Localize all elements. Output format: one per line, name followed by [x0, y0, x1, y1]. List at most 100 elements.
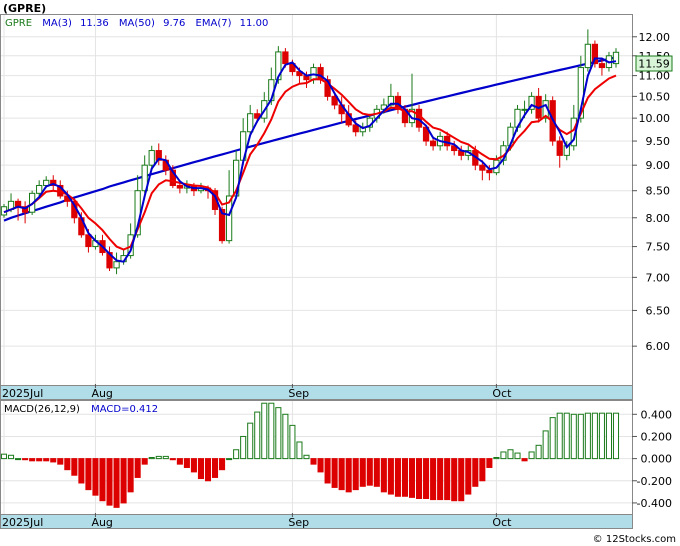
macd-bar [338, 458, 345, 491]
macd-bar [359, 458, 366, 487]
x-tick-label: Oct [492, 387, 512, 400]
price-y-tick-label: 8.50 [646, 185, 671, 198]
candle-body [218, 208, 226, 242]
x-tick-label: Sep [288, 516, 309, 529]
macd-bar [591, 412, 598, 460]
macd-bar [148, 457, 155, 460]
macd-bar [535, 444, 542, 460]
candle-body [528, 95, 535, 110]
macd-y-axis: 0.400 0.200 0.000 -0.200 -0.400 [632, 408, 672, 510]
candle [225, 170, 233, 244]
ma50-layer [3, 56, 617, 222]
candle [113, 252, 120, 275]
macd-bar [458, 458, 465, 502]
ema7-line [3, 74, 617, 251]
macd-bar [416, 458, 423, 499]
candle [591, 40, 599, 68]
macd-y-tick-label: 0.000 [641, 453, 673, 466]
macd-bar [71, 458, 78, 476]
macd-bar [169, 458, 176, 461]
macd-bar [36, 458, 43, 462]
macd-bar [0, 453, 8, 460]
macd-bar [345, 458, 352, 493]
ma-lines-layer [3, 57, 617, 263]
macd-bar [204, 458, 212, 482]
price-y-tick-label: 12.00 [639, 31, 671, 44]
macd-bar [261, 402, 268, 460]
macd-bar [394, 458, 401, 497]
macd-bar [500, 451, 507, 460]
candle [612, 48, 620, 68]
macd-bars-layer [0, 402, 620, 508]
price-y-tick-label: 7.50 [646, 241, 671, 254]
price-x-axis: 2025Jul Aug Sep Oct [2, 384, 512, 400]
macd-bar [92, 458, 99, 496]
macd-bar [472, 458, 479, 487]
x-tick-label: Aug [91, 387, 112, 400]
macd-bar [331, 458, 338, 488]
macd-bar [268, 402, 275, 460]
price-y-tick-label: 6.00 [646, 340, 671, 353]
macd-bar [99, 458, 106, 502]
macd-value-label: MACD=0.412 [91, 404, 158, 415]
macd-bar [15, 458, 22, 461]
candle-body [479, 164, 486, 171]
macd-bar [162, 455, 169, 460]
macd-bar [226, 458, 233, 461]
macd-bar [240, 435, 247, 460]
macd-bar [275, 407, 282, 460]
candle [36, 180, 43, 196]
macd-bar [197, 458, 204, 480]
price-y-tick-label: 6.50 [646, 304, 671, 317]
candle-body [141, 164, 148, 192]
macd-bar [310, 458, 317, 465]
candle-body [176, 184, 183, 189]
macd-x-axis-band [0, 514, 633, 529]
macd-bar [366, 458, 373, 486]
macd-bar [521, 458, 528, 462]
candle [148, 145, 155, 171]
price-y-tick-label: 11.00 [639, 70, 671, 83]
candle-body [85, 234, 92, 248]
macd-bar [408, 458, 416, 498]
candle [247, 104, 254, 137]
watermark: © 12Stocks.com [593, 534, 676, 545]
candle-body [429, 140, 437, 147]
macd-bar [430, 458, 437, 501]
candle-body [247, 113, 254, 133]
price-y-tick-label: 9.00 [646, 159, 671, 172]
candle [479, 160, 486, 181]
macd-bar [486, 458, 493, 468]
price-y-tick-label: 10.50 [639, 90, 671, 103]
macd-bar [190, 458, 197, 473]
last-price-tag: 11.59 [635, 55, 673, 72]
macd-bar [43, 458, 50, 462]
macd-bar [78, 458, 85, 484]
candle-body [486, 169, 493, 174]
x-tick-label: 2025Jul [2, 387, 43, 400]
macd-bar [563, 412, 570, 460]
macd-bar [507, 449, 514, 460]
macd-bar [57, 458, 64, 465]
candle-body [148, 150, 155, 166]
chart-title: (GPRE) [3, 2, 46, 15]
candle-body [36, 184, 43, 194]
macd-bar [373, 458, 380, 487]
macd-bar [479, 458, 486, 482]
macd-bar [387, 458, 394, 495]
macd-bar [401, 458, 408, 497]
candle-body [591, 43, 599, 65]
macd-bar [303, 454, 310, 460]
macd-bar [296, 441, 303, 460]
macd-bar [465, 458, 472, 495]
price-legend: GPRE MA(3) 11.36 MA(50) 9.76 EMA(7) 11.0… [5, 18, 268, 29]
macd-bar [584, 412, 591, 460]
candle-body [612, 51, 620, 65]
price-x-axis-band [0, 385, 633, 400]
macd-y-tick-label: -0.200 [637, 475, 672, 488]
macd-bar [317, 458, 324, 473]
macd-bar [514, 452, 521, 460]
macd-bar [444, 458, 451, 501]
candle-body [584, 43, 591, 69]
